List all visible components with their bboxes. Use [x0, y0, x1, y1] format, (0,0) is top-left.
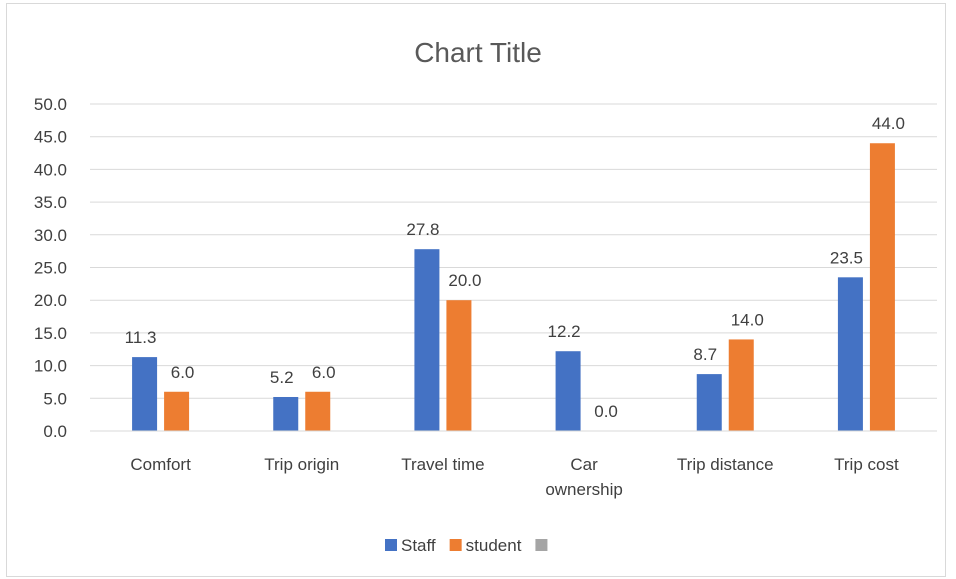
data-label: 5.2 — [270, 368, 294, 387]
bar — [446, 300, 472, 431]
y-tick-label: 10.0 — [34, 357, 67, 376]
data-label: 20.0 — [448, 271, 481, 290]
y-tick-label: 15.0 — [34, 324, 67, 343]
x-tick-label: ownership — [545, 480, 623, 499]
bar — [837, 277, 863, 431]
y-tick-label: 45.0 — [34, 128, 67, 147]
bar — [696, 374, 722, 431]
data-label: 11.3 — [125, 328, 157, 347]
x-axis: Comfort Trip origin Travel time Car ownershi… — [90, 430, 937, 499]
bar — [555, 351, 581, 431]
y-axis: 0.0 5.0 10.0 15.0 20.0 25.0 30.0 35.0 40.0 45.0 50… — [34, 95, 67, 441]
data-label: 6.0 — [312, 363, 336, 382]
data-labels: 11.3 6.0 5.2 6.0 27.8 20.0 12.2 0.0 8.7 14.0 23.5 4… — [125, 114, 905, 421]
chart-title: Chart Title — [414, 37, 542, 68]
data-label: 6.0 — [171, 363, 195, 382]
data-label: 14.0 — [731, 310, 764, 329]
x-tick-label: Travel time — [401, 455, 484, 474]
y-tick-label: 40.0 — [34, 160, 67, 179]
y-tick-label: 30.0 — [34, 226, 67, 245]
bar — [132, 357, 158, 431]
legend: Staff student — [385, 536, 548, 555]
legend-swatch — [385, 539, 397, 551]
x-tick-label: Trip origin — [264, 455, 339, 474]
y-tick-label: 50.0 — [34, 95, 67, 114]
y-tick-label: 35.0 — [34, 193, 67, 212]
bar — [869, 143, 895, 432]
x-tick-label: Comfort — [130, 455, 191, 474]
bar — [728, 339, 754, 431]
legend-label: Staff — [401, 536, 436, 555]
bar — [273, 396, 299, 431]
y-tick-label: 0.0 — [43, 422, 67, 441]
gridlines — [90, 103, 937, 432]
bar — [164, 391, 190, 431]
chart-frame — [6, 3, 946, 577]
legend-swatch — [535, 539, 548, 551]
data-label: 12.2 — [548, 322, 581, 341]
data-label: 23.5 — [830, 248, 863, 267]
data-label: 27.8 — [406, 220, 439, 239]
bar — [305, 391, 331, 431]
legend-swatch — [449, 539, 462, 551]
y-tick-label: 25.0 — [34, 259, 67, 278]
data-label: 44.0 — [872, 114, 905, 133]
data-label: 8.7 — [693, 345, 717, 364]
legend-label: student — [466, 536, 522, 555]
x-tick-label: Car — [570, 455, 598, 474]
x-tick-label: Trip cost — [834, 455, 899, 474]
y-tick-label: 20.0 — [34, 291, 67, 310]
x-tick-label: Trip distance — [677, 455, 774, 474]
data-label: 0.0 — [594, 402, 618, 421]
bars — [132, 143, 895, 432]
y-tick-label: 5.0 — [43, 389, 67, 408]
bar — [414, 249, 440, 431]
